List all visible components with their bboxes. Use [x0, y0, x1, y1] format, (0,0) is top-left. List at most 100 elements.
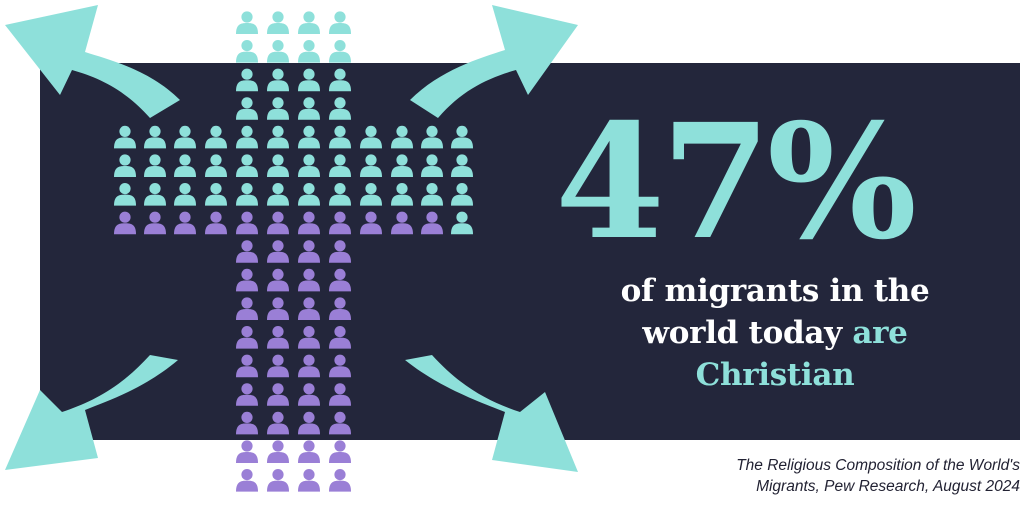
person-icon	[421, 211, 443, 235]
person-icon	[114, 125, 136, 149]
person-icon	[236, 411, 258, 435]
person-icon	[114, 211, 136, 235]
person-icon	[236, 240, 258, 263]
person-icon	[298, 411, 320, 435]
person-icon	[267, 11, 289, 34]
person-icon	[329, 40, 351, 63]
person-icon	[267, 383, 289, 406]
person-icon	[236, 125, 258, 149]
person-icon	[421, 154, 443, 177]
person-icon	[329, 211, 351, 235]
person-icon	[421, 125, 443, 149]
person-icon	[267, 183, 289, 206]
person-icon	[329, 240, 351, 263]
person-icon	[205, 125, 227, 149]
person-icon	[267, 97, 289, 120]
person-icon	[236, 383, 258, 406]
person-icon	[391, 211, 413, 235]
person-icon	[298, 383, 320, 406]
person-icon	[236, 211, 258, 235]
person-icon	[329, 68, 351, 92]
person-icon	[298, 469, 320, 492]
person-icon	[236, 326, 258, 349]
person-icon	[205, 183, 227, 206]
source-line-2: Migrants, Pew Research, August 2024	[756, 478, 1020, 495]
person-icon	[144, 125, 166, 149]
person-icon	[329, 326, 351, 349]
person-icon	[267, 240, 289, 263]
source-citation: The Religious Composition of the World's…	[600, 455, 1020, 497]
person-icon	[329, 440, 351, 463]
stat-line-2: world today are	[585, 312, 965, 354]
stat-line-2-white: world today	[642, 315, 842, 351]
person-icon	[329, 183, 351, 206]
person-icon	[267, 125, 289, 149]
person-icon	[298, 211, 320, 235]
person-icon	[329, 354, 351, 378]
person-icon	[236, 68, 258, 92]
person-icon	[174, 125, 196, 149]
person-icon	[329, 297, 351, 320]
person-icon	[267, 40, 289, 63]
stat-line-2-accent: are	[852, 315, 908, 351]
person-icon	[174, 211, 196, 235]
person-icon	[329, 268, 351, 292]
person-icon	[298, 11, 320, 34]
person-icon	[236, 40, 258, 63]
person-icon	[267, 440, 289, 463]
person-icon	[298, 183, 320, 206]
person-icon	[298, 97, 320, 120]
person-icon	[298, 240, 320, 263]
person-icon	[236, 268, 258, 292]
person-icon	[174, 154, 196, 177]
person-icon	[144, 154, 166, 177]
person-icon	[236, 183, 258, 206]
person-icon	[236, 11, 258, 34]
person-icon	[451, 183, 473, 206]
person-icon	[360, 154, 382, 177]
person-icon	[267, 68, 289, 92]
person-icon	[298, 297, 320, 320]
person-icon	[298, 154, 320, 177]
person-icon	[360, 211, 382, 235]
person-icon	[236, 297, 258, 320]
person-icon	[451, 125, 473, 149]
person-icon	[298, 40, 320, 63]
person-icon	[360, 183, 382, 206]
person-icon	[360, 125, 382, 149]
person-icon	[114, 183, 136, 206]
person-icon	[329, 383, 351, 406]
person-icon	[267, 354, 289, 378]
person-icon	[298, 68, 320, 92]
stat-description: of migrants in the world today are Chris…	[585, 270, 965, 396]
person-icon	[267, 326, 289, 349]
person-icon	[298, 354, 320, 378]
person-icon	[236, 154, 258, 177]
percentage-value: 47%	[555, 90, 917, 275]
person-icon	[236, 354, 258, 378]
person-icon	[421, 183, 443, 206]
person-icon	[298, 440, 320, 463]
person-icon	[391, 183, 413, 206]
person-icon	[236, 440, 258, 463]
person-icon	[267, 411, 289, 435]
person-icon	[267, 297, 289, 320]
person-icon	[329, 469, 351, 492]
person-icon	[205, 154, 227, 177]
person-icon	[267, 268, 289, 292]
person-icon	[329, 11, 351, 34]
person-icon	[391, 125, 413, 149]
person-icon	[391, 154, 413, 177]
person-icon	[114, 154, 136, 177]
person-icon	[174, 183, 196, 206]
stat-line-3: Christian	[695, 357, 855, 393]
stat-line-1: of migrants in the	[620, 273, 930, 309]
person-icon	[144, 183, 166, 206]
person-icon	[298, 326, 320, 349]
person-icon	[267, 211, 289, 235]
source-line-1: The Religious Composition of the World's	[736, 457, 1020, 474]
person-icon	[298, 125, 320, 149]
person-icon	[205, 211, 227, 235]
